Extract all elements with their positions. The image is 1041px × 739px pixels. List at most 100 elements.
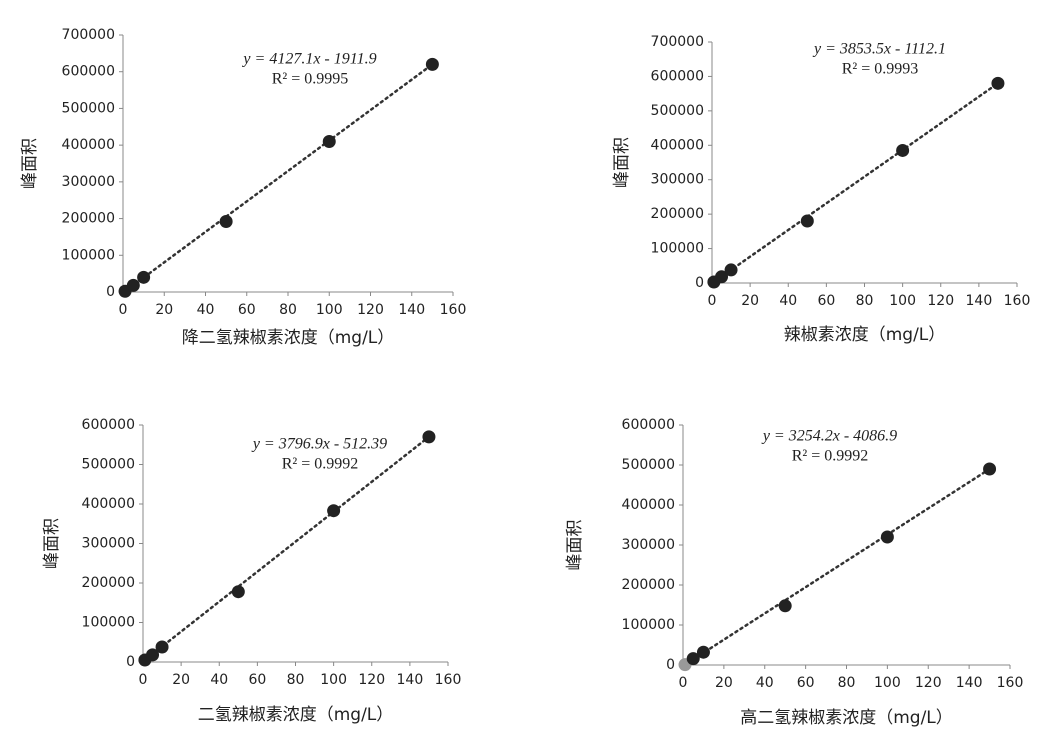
point xyxy=(219,215,233,229)
point xyxy=(137,270,151,284)
y-tick-label: 0 xyxy=(126,654,135,670)
x-tick-label: 40 xyxy=(197,302,215,318)
y-tick-label: 200000 xyxy=(62,211,115,227)
point xyxy=(778,599,792,613)
y-tick-label: 500000 xyxy=(82,457,135,473)
x-tick-label: 120 xyxy=(915,675,942,691)
x-tick-label: 0 xyxy=(679,675,688,691)
y-tick-label: 100000 xyxy=(82,615,135,631)
point xyxy=(425,57,439,71)
x-axis-label: 辣椒素浓度（mg/L） xyxy=(784,325,946,345)
trendline xyxy=(683,467,991,666)
y-tick-label: 600000 xyxy=(651,68,704,84)
point xyxy=(126,278,140,292)
y-tick-label: 200000 xyxy=(651,206,704,222)
x-tick-label: 20 xyxy=(715,675,733,691)
x-tick-label: 20 xyxy=(172,672,190,688)
x-tick-label: 80 xyxy=(279,302,297,318)
x-tick-label: 140 xyxy=(398,302,425,318)
x-tick-label: 80 xyxy=(287,672,305,688)
y-tick-label: 600000 xyxy=(82,417,135,433)
x-tick-label: 140 xyxy=(966,293,993,309)
point xyxy=(715,270,729,284)
x-tick-label: 120 xyxy=(358,672,385,688)
y-tick-label: 700000 xyxy=(62,27,115,43)
point xyxy=(422,430,436,444)
point xyxy=(800,214,814,228)
equation: y = 3796.9x - 512.39 xyxy=(251,436,387,453)
point xyxy=(896,143,910,157)
y-tick-label: 500000 xyxy=(651,103,704,119)
point xyxy=(686,652,700,666)
x-axis-label: 高二氢辣椒素浓度（mg/L） xyxy=(740,708,953,728)
y-tick-label: 100000 xyxy=(622,617,675,633)
equation: y = 3254.2x - 4086.9 xyxy=(761,428,897,445)
point xyxy=(983,462,997,476)
trendline xyxy=(123,63,434,293)
point xyxy=(991,76,1005,90)
x-tick-label: 60 xyxy=(248,672,266,688)
x-tick-label: 20 xyxy=(155,302,173,318)
y-tick-label: 200000 xyxy=(622,577,675,593)
point xyxy=(146,648,160,662)
y-tick-label: 300000 xyxy=(651,172,704,188)
y-tick-label: 300000 xyxy=(82,536,135,552)
x-tick-label: 140 xyxy=(397,672,424,688)
y-axis-label: 峰面积 xyxy=(42,518,62,569)
y-tick-label: 100000 xyxy=(651,241,704,257)
x-tick-label: 100 xyxy=(320,672,347,688)
y-tick-label: 300000 xyxy=(622,537,675,553)
x-axis-label: 降二氢辣椒素浓度（mg/L） xyxy=(182,328,395,348)
y-tick-label: 200000 xyxy=(82,575,135,591)
y-tick-label: 700000 xyxy=(651,34,704,50)
y-axis-label: 峰面积 xyxy=(612,137,632,188)
y-tick-label: 500000 xyxy=(62,100,115,116)
x-tick-label: 60 xyxy=(238,302,256,318)
y-tick-label: 400000 xyxy=(62,137,115,153)
r-squared: R² = 0.9993 xyxy=(842,61,919,78)
y-tick-label: 400000 xyxy=(82,496,135,512)
x-tick-label: 20 xyxy=(741,293,759,309)
point xyxy=(327,504,341,518)
y-tick-label: 0 xyxy=(106,284,115,300)
x-tick-label: 100 xyxy=(874,675,901,691)
x-tick-label: 160 xyxy=(1004,293,1031,309)
y-tick-label: 300000 xyxy=(62,174,115,190)
trendline xyxy=(712,82,1000,284)
r-squared: R² = 0.9992 xyxy=(282,456,359,473)
x-tick-label: 80 xyxy=(856,293,874,309)
x-tick-label: 100 xyxy=(316,302,343,318)
x-tick-label: 120 xyxy=(357,302,384,318)
y-tick-label: 600000 xyxy=(62,64,115,80)
y-tick-label: 600000 xyxy=(622,417,675,433)
y-tick-label: 100000 xyxy=(62,247,115,263)
point xyxy=(724,263,738,277)
x-tick-label: 40 xyxy=(210,672,228,688)
y-tick-label: 400000 xyxy=(651,137,704,153)
r-squared: R² = 0.9992 xyxy=(792,448,869,465)
x-tick-label: 140 xyxy=(956,675,983,691)
x-tick-label: 60 xyxy=(797,675,815,691)
x-tick-label: 0 xyxy=(708,293,717,309)
x-tick-label: 60 xyxy=(817,293,835,309)
x-tick-label: 160 xyxy=(997,675,1024,691)
x-tick-label: 160 xyxy=(440,302,467,318)
x-tick-label: 160 xyxy=(435,672,462,688)
r-squared: R² = 0.9995 xyxy=(272,71,349,88)
y-tick-label: 500000 xyxy=(622,457,675,473)
y-tick-label: 0 xyxy=(666,657,675,673)
point xyxy=(322,134,336,148)
point xyxy=(231,585,245,599)
x-tick-label: 120 xyxy=(927,293,954,309)
x-tick-label: 0 xyxy=(119,302,128,318)
y-axis-label: 峰面积 xyxy=(20,138,40,189)
point xyxy=(155,640,169,654)
x-tick-label: 40 xyxy=(756,675,774,691)
equation: y = 4127.1x - 1911.9 xyxy=(241,51,376,68)
y-tick-label: 0 xyxy=(695,275,704,291)
x-tick-label: 0 xyxy=(139,672,148,688)
y-axis-label: 峰面积 xyxy=(565,520,585,571)
x-tick-label: 80 xyxy=(838,675,856,691)
x-tick-label: 40 xyxy=(779,293,797,309)
